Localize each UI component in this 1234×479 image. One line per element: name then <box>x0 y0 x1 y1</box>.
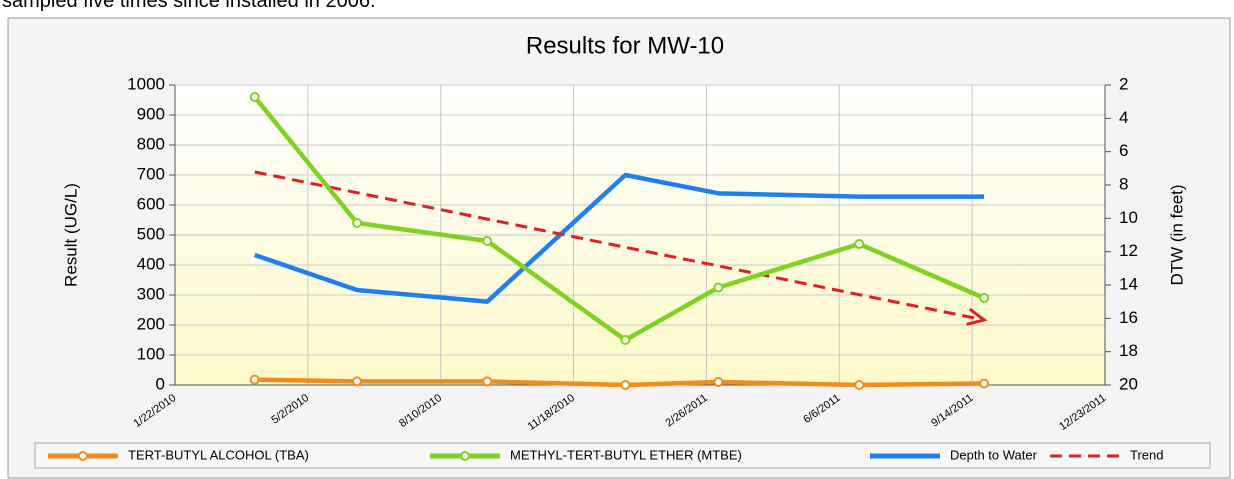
y-tick-label: 200 <box>137 314 165 333</box>
y2-tick-label: 10 <box>1119 208 1138 227</box>
y-tick-label: 100 <box>137 344 165 363</box>
data-point <box>854 239 865 249</box>
y-tick-label: 900 <box>137 104 165 123</box>
chart-title: Results for MW-10 <box>526 32 724 59</box>
data-point <box>713 377 724 387</box>
y2-tick-label: 2 <box>1119 74 1128 93</box>
data-point <box>713 282 724 293</box>
data-point <box>979 293 990 303</box>
data-point <box>854 380 865 390</box>
y-tick-label: 300 <box>137 284 165 303</box>
legend-label: Depth to Water <box>950 447 1038 462</box>
caption: sampled five times since installed in 20… <box>2 0 376 12</box>
y-tick-label: 800 <box>137 134 165 153</box>
y2-tick-label: 14 <box>1119 274 1138 293</box>
series-line <box>253 172 985 304</box>
y2-tick-label: 12 <box>1119 241 1138 260</box>
data-point <box>979 378 990 389</box>
data-point <box>620 335 631 345</box>
data-point <box>482 236 493 246</box>
legend <box>34 442 1211 469</box>
data-point <box>249 374 260 385</box>
series-line <box>254 170 985 322</box>
y-tick-label: 0 <box>156 374 165 393</box>
y-tick-label: 600 <box>137 194 165 213</box>
y-tick-label: 700 <box>137 164 165 183</box>
y2-tick-label: 4 <box>1119 108 1128 127</box>
data-point <box>482 376 493 387</box>
legend-label: METHYL-TERT-BUTYL ETHER (MTBE) <box>510 447 742 462</box>
legend-marker <box>460 451 470 461</box>
data-point <box>352 376 363 387</box>
y2-tick-label: 8 <box>1119 174 1128 193</box>
y-axis-label: Result (UG/L) <box>61 183 80 287</box>
legend-label: TERT-BUTYL ALCOHOL (TBA) <box>128 447 309 462</box>
legend-label: Trend <box>1130 447 1163 462</box>
y2-axis-label: DTW (in feet) <box>1167 184 1186 285</box>
data-point <box>620 380 631 390</box>
data-point <box>352 218 363 228</box>
trend-arrow <box>966 307 988 326</box>
y-tick-label: 1000 <box>127 74 165 93</box>
y-tick-label: 400 <box>137 254 165 273</box>
y2-tick-label: 18 <box>1119 341 1138 360</box>
legend-marker <box>78 451 88 461</box>
y2-tick-label: 6 <box>1119 141 1128 160</box>
y2-tick-label: 16 <box>1119 308 1138 327</box>
y2-tick-label: 20 <box>1119 374 1138 393</box>
y-tick-label: 500 <box>137 224 165 243</box>
data-point <box>249 92 260 102</box>
